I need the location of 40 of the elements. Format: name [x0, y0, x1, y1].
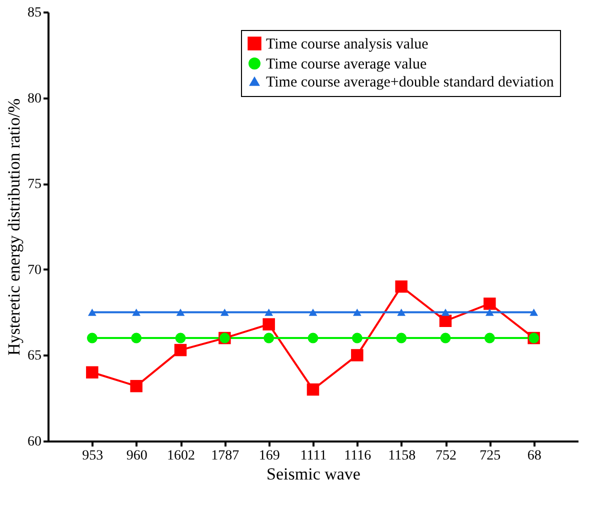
- y-tick-label: 75: [28, 177, 42, 192]
- legend-label: Time course analysis value: [266, 36, 429, 52]
- point: [484, 298, 496, 310]
- legend-label: Time course average value: [266, 56, 427, 72]
- point: [130, 380, 142, 392]
- x-tick-label: 1787: [211, 448, 240, 464]
- y-tick-label: 65: [28, 348, 42, 364]
- point: [306, 383, 320, 396]
- point: [396, 332, 407, 344]
- x-tick-label: 752: [436, 448, 456, 464]
- point: [86, 366, 98, 378]
- y-tick-label: 60: [28, 434, 42, 450]
- x-tick-label: 1158: [388, 448, 416, 464]
- point: [174, 344, 187, 356]
- point: [484, 332, 495, 344]
- legend-label: Time course average+double standard deviation: [266, 74, 554, 90]
- x-tick-label: 1602: [167, 448, 195, 464]
- point: [264, 332, 274, 344]
- x-tick-label: 960: [126, 448, 148, 464]
- point: [175, 332, 186, 344]
- point: [131, 332, 142, 344]
- point: [262, 318, 275, 330]
- x-tick-label: 953: [82, 448, 104, 464]
- x-tick-label: 169: [258, 448, 280, 464]
- point: [440, 332, 451, 344]
- x-tick-label: 68: [527, 448, 542, 464]
- x-tick-label: 1111: [300, 448, 327, 464]
- x-axis-title: Seismic wave: [266, 464, 360, 484]
- point: [86, 332, 98, 344]
- point: [351, 349, 364, 362]
- y-axis-title: Hysteretic energy distribution ratio/%: [4, 98, 24, 356]
- point: [352, 332, 362, 344]
- point: [439, 314, 452, 328]
- x-tick-label: 1116: [344, 448, 372, 464]
- point: [395, 280, 408, 293]
- y-tick-label: 85: [28, 6, 42, 20]
- point: [308, 332, 318, 344]
- x-tick-label: 725: [480, 448, 501, 464]
- y-tick-label: 80: [28, 91, 42, 106]
- y-tick-label: 70: [28, 262, 42, 278]
